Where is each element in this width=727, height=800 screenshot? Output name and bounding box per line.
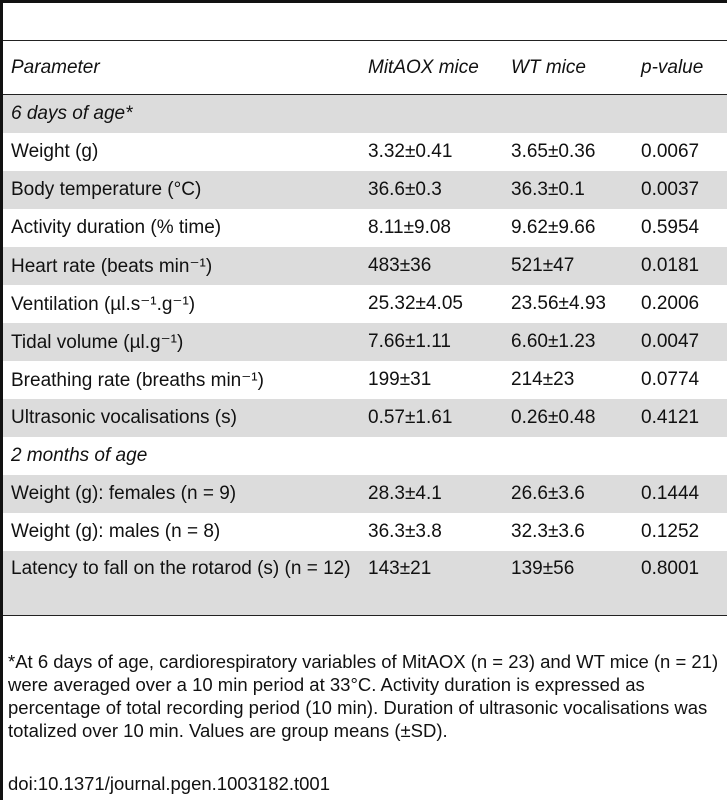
cell-parameter: Body temperature (°C)	[3, 171, 360, 209]
table-row: Latency to fall on the rotarod (s) (n = …	[3, 551, 727, 616]
cell-pvalue: 0.0181	[633, 247, 727, 285]
table-row: Tidal volume (µl.g⁻¹) 7.66±1.11 6.60±1.2…	[3, 323, 727, 361]
header-wt: WT mice	[503, 40, 633, 95]
cell-pvalue: 0.8001	[633, 551, 727, 616]
table-row: Ventilation (µl.s⁻¹.g⁻¹) 25.32±4.05 23.5…	[3, 285, 727, 323]
cell-mitaox: 36.6±0.3	[360, 171, 503, 209]
cell-parameter: Heart rate (beats min⁻¹)	[3, 247, 360, 285]
cell-mitaox: 3.32±0.41	[368, 141, 453, 162]
cell-parameter: Breathing rate (breaths min⁻¹)	[11, 369, 264, 391]
cell-pvalue: 0.1252	[641, 521, 700, 542]
cell-wt: 23.56±4.93	[511, 293, 606, 314]
header-mitaox: MitAOX mice	[360, 40, 503, 95]
cell-mitaox: 199±31	[368, 369, 432, 390]
cell-mitaox: 8.11±9.08	[368, 217, 451, 238]
section-label: 6 days of age*	[3, 94, 727, 133]
section-label: 2 months of age	[11, 445, 148, 466]
cell-pvalue: 0.2006	[641, 293, 700, 314]
cell-wt: 36.3±0.1	[503, 171, 633, 209]
doi-label: doi:10.1371/journal.pgen.1003182.t001	[8, 773, 330, 794]
table-row: Activity duration (% time) 8.11±9.08 9.6…	[3, 209, 727, 247]
table-row: Heart rate (beats min⁻¹) 483±36 521±47 0…	[3, 247, 727, 285]
table-row: Weight (g) 3.32±0.41 3.65±0.36 0.0067	[3, 133, 727, 171]
cell-wt: 214±23	[511, 369, 575, 390]
cell-mitaox: 143±21	[360, 551, 503, 616]
cell-pvalue: 0.4121	[633, 399, 727, 437]
section-row: 2 months of age	[3, 437, 727, 475]
table-row: Breathing rate (breaths min⁻¹) 199±31 21…	[3, 361, 727, 399]
cell-parameter: Weight (g): males (n = 8)	[11, 521, 221, 542]
cell-parameter: Activity duration (% time)	[11, 217, 222, 238]
cell-pvalue: 0.1444	[633, 475, 727, 513]
cell-pvalue: 0.0037	[633, 171, 727, 209]
cell-parameter: Weight (g): females (n = 9)	[3, 475, 360, 513]
cell-pvalue: 0.5954	[641, 217, 700, 238]
cell-parameter: Ultrasonic vocalisations (s)	[3, 399, 360, 437]
cell-mitaox: 25.32±4.05	[368, 293, 463, 314]
cell-wt: 139±56	[503, 551, 633, 616]
table-row: Weight (g): males (n = 8) 36.3±3.8 32.3±…	[3, 513, 727, 551]
cell-pvalue: 0.0774	[641, 369, 700, 390]
cell-pvalue: 0.0047	[633, 323, 727, 361]
cell-wt: 0.26±0.48	[503, 399, 633, 437]
header-pvalue: p-value	[633, 40, 727, 95]
cell-wt: 32.3±3.6	[511, 521, 585, 542]
cell-pvalue: 0.0067	[641, 141, 700, 162]
cell-mitaox: 28.3±4.1	[360, 475, 503, 513]
cell-wt: 521±47	[503, 247, 633, 285]
table-row: Ultrasonic vocalisations (s) 0.57±1.61 0…	[3, 399, 727, 437]
section-row: 6 days of age*	[3, 94, 727, 133]
cell-wt: 9.62±9.66	[511, 217, 596, 238]
cell-wt: 3.65±0.36	[511, 141, 596, 162]
cell-mitaox: 36.3±3.8	[368, 521, 442, 542]
table-footnote: *At 6 days of age, cardiorespiratory var…	[8, 651, 719, 741]
cell-mitaox: 483±36	[360, 247, 503, 285]
cell-wt: 26.6±3.6	[503, 475, 633, 513]
cell-parameter: Weight (g)	[11, 141, 99, 162]
cell-parameter: Latency to fall on the rotarod (s) (n = …	[3, 551, 360, 616]
table-row: Weight (g): females (n = 9) 28.3±4.1 26.…	[3, 475, 727, 513]
table-row: Body temperature (°C) 36.6±0.3 36.3±0.1 …	[3, 171, 727, 209]
cell-mitaox: 0.57±1.61	[360, 399, 503, 437]
cell-parameter: Ventilation (µl.s⁻¹.g⁻¹)	[11, 293, 196, 315]
data-table: Parameter MitAOX mice WT mice p-value 6 …	[3, 40, 727, 616]
top-band	[3, 3, 727, 40]
header-parameter: Parameter	[3, 40, 360, 95]
header-row: Parameter MitAOX mice WT mice p-value	[3, 40, 727, 95]
cell-parameter: Tidal volume (µl.g⁻¹)	[3, 323, 360, 361]
cell-mitaox: 7.66±1.11	[360, 323, 503, 361]
cell-wt: 6.60±1.23	[503, 323, 633, 361]
